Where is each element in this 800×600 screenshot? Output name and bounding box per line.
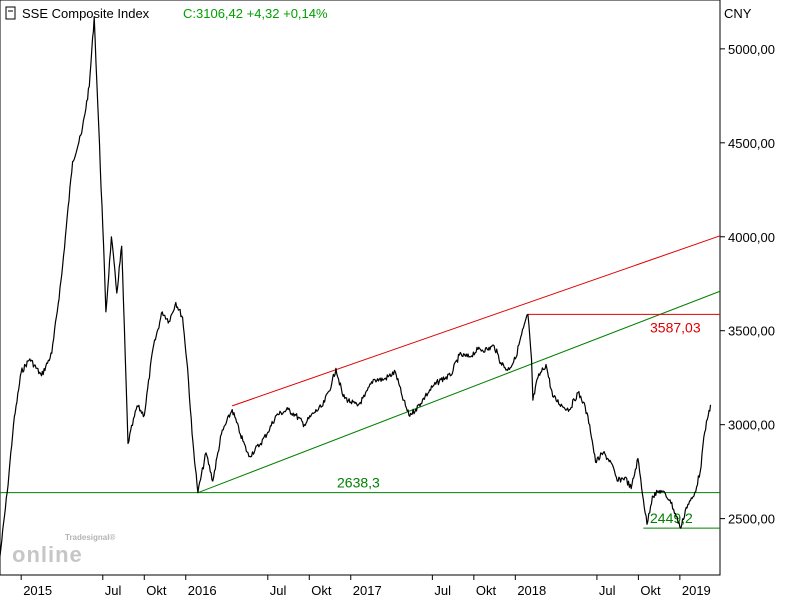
instrument-name: SSE Composite Index bbox=[22, 6, 150, 21]
price-line bbox=[0, 16, 712, 557]
x-tick-label: 2019 bbox=[682, 583, 711, 598]
level-label: 2449,2 bbox=[650, 510, 693, 526]
support-trendline bbox=[197, 290, 721, 494]
y-tick-label: 4500,00 bbox=[728, 136, 775, 151]
plot-area bbox=[0, 0, 721, 576]
resistance-trendline bbox=[232, 235, 721, 407]
x-tick-label: 2018 bbox=[517, 583, 546, 598]
logo-small-text: Tradesignal® bbox=[65, 533, 115, 542]
chart-header: SSE Composite Index C:3106,42 +4,32 +0,1… bbox=[5, 6, 328, 21]
level-label: 3587,03 bbox=[650, 319, 701, 335]
x-tick-label: Okt bbox=[476, 583, 497, 598]
x-tick-label: 2015 bbox=[23, 583, 52, 598]
tradesignal-logo: Tradesignal® online bbox=[12, 533, 115, 567]
level-label: 2638,3 bbox=[337, 475, 380, 491]
x-tick-label: 2017 bbox=[353, 583, 382, 598]
x-tick-label: Jul bbox=[599, 583, 616, 598]
chart-settings-icon[interactable] bbox=[5, 6, 16, 20]
x-tick-label: Jul bbox=[270, 583, 287, 598]
x-tick-label: 2016 bbox=[188, 583, 217, 598]
logo-large-text: online bbox=[12, 542, 83, 567]
y-tick-label: 3000,00 bbox=[728, 418, 775, 433]
x-tick-label: Jul bbox=[105, 583, 122, 598]
x-tick-label: Okt bbox=[311, 583, 332, 598]
y-tick-label: 4000,00 bbox=[728, 230, 775, 245]
quote-text: C:3106,42 +4,32 +0,14% bbox=[183, 6, 328, 21]
x-tick-label: Okt bbox=[146, 583, 167, 598]
currency-label: CNY bbox=[724, 6, 752, 21]
y-tick-label: 2500,00 bbox=[728, 512, 775, 527]
x-tick-label: Jul bbox=[434, 583, 451, 598]
x-tick-label: Okt bbox=[640, 583, 661, 598]
y-tick-label: 3500,00 bbox=[728, 324, 775, 339]
y-tick-label: 5000,00 bbox=[728, 42, 775, 57]
